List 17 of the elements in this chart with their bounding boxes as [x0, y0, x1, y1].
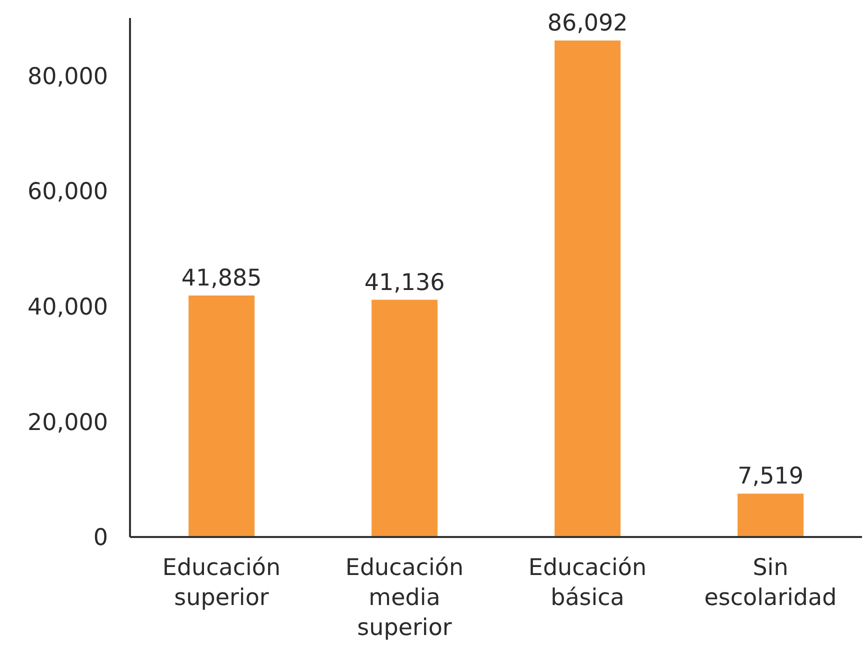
y-tick-label: 20,000 — [28, 410, 108, 436]
x-tick-label: Sin escolaridad — [704, 555, 837, 611]
x-tick-label: Educación superior — [162, 555, 281, 611]
x-tick-label: Educación media superior — [345, 555, 464, 641]
bar — [372, 300, 438, 537]
data-label: 41,885 — [181, 265, 262, 292]
bar — [188, 295, 255, 537]
y-tick-label: 0 — [93, 525, 108, 552]
bar — [554, 40, 621, 537]
x-tick-label: Educación básica — [528, 555, 647, 611]
y-tick-label: 40,000 — [28, 294, 108, 320]
data-label: 86,092 — [547, 10, 628, 37]
y-tick-label: 80,000 — [28, 64, 108, 90]
y-tick-label: 60,000 — [28, 179, 108, 206]
data-label: 41,136 — [364, 270, 445, 296]
bar — [738, 494, 804, 537]
data-label: 7,519 — [738, 464, 804, 490]
